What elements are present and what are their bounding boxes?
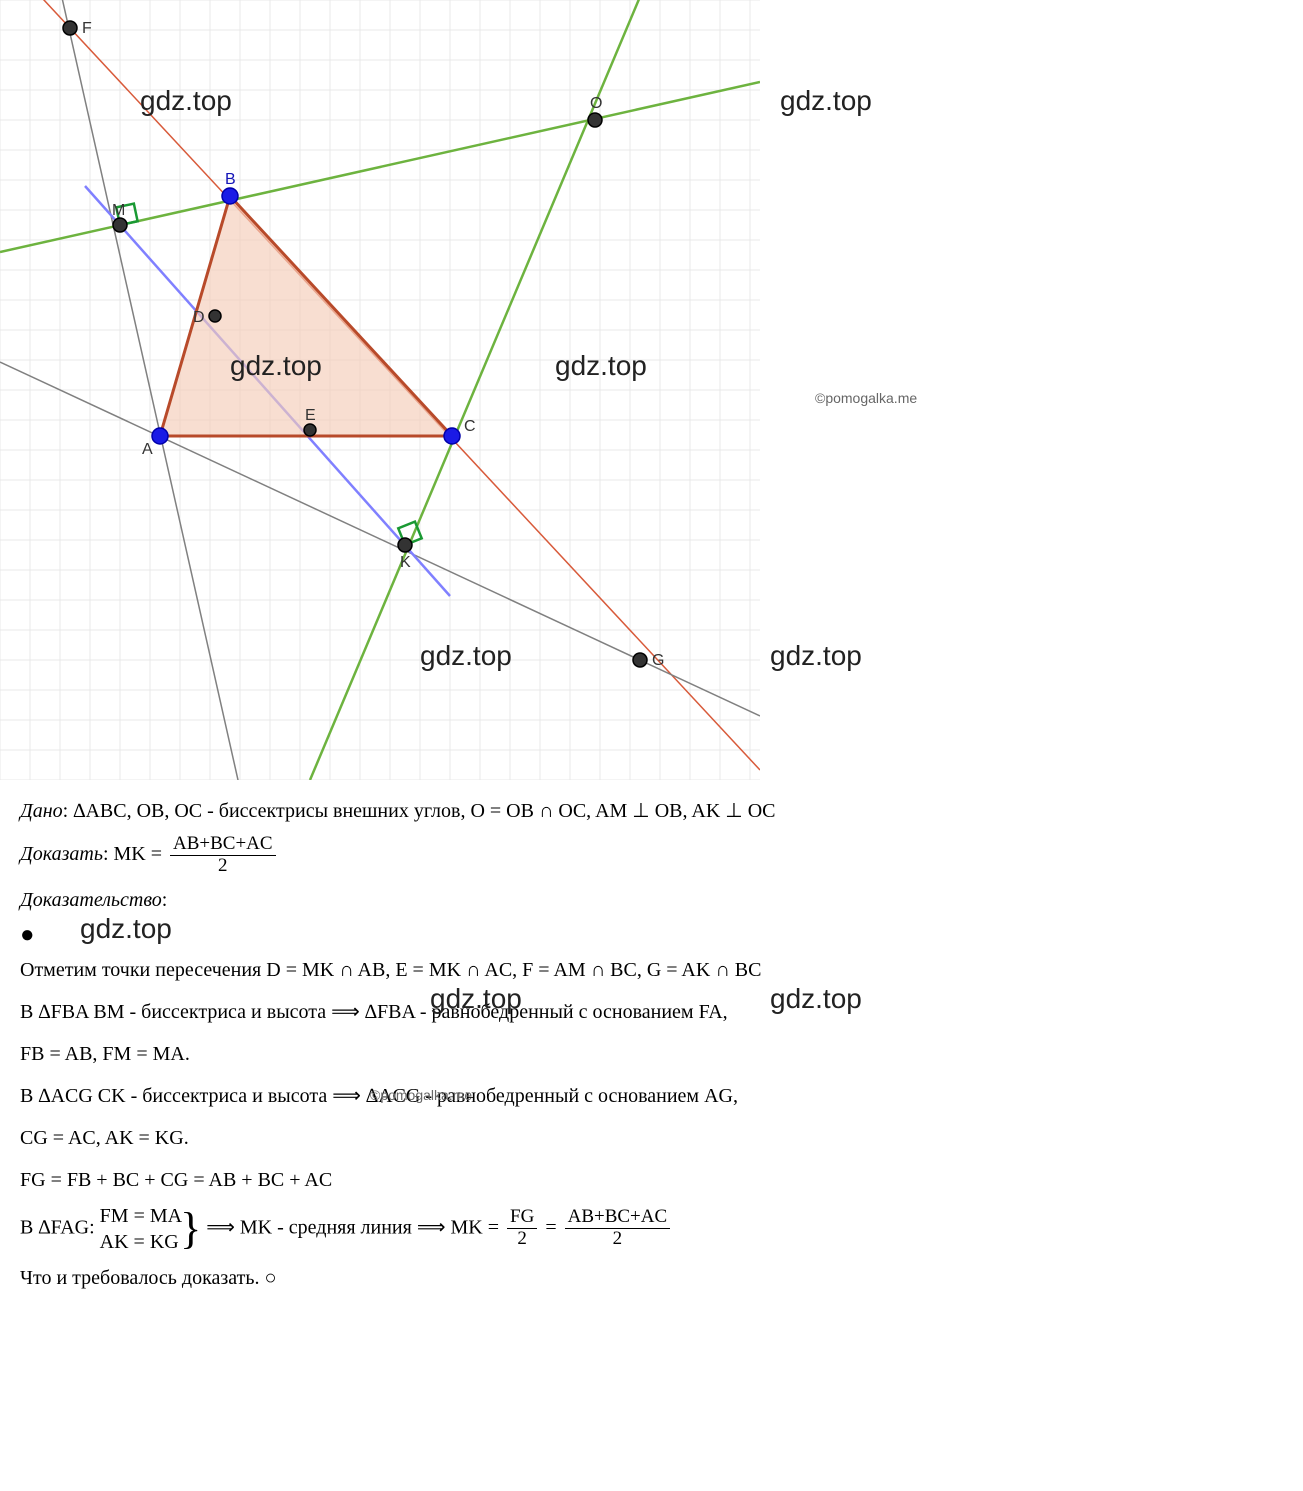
prove-fraction: AB+BC+AC2 [170, 834, 276, 877]
diagram-svg: A B C D E F G K M O [0, 0, 960, 780]
acg-line-2: CG = AC, AK = KG. [20, 1119, 1283, 1157]
frac-fg: FG2 [507, 1207, 537, 1250]
prove-line: Доказать: MK = AB+BC+AC2 [20, 834, 1283, 877]
fag-implies: ⟹ MK - средняя линия ⟹ MK = [201, 1216, 504, 1238]
label-M: M [112, 202, 125, 219]
bullet-marker: ● [20, 923, 1283, 947]
label-E: E [305, 407, 316, 424]
point-C [444, 428, 460, 444]
intersections-line: Отметим точки пересечения D = MK ∩ AB, E… [20, 951, 1283, 989]
brace-group: FM = MAAK = KG} [100, 1203, 202, 1255]
proof-label-line: Доказательство: [20, 881, 1283, 919]
label-D: D [193, 309, 205, 326]
point-G [633, 653, 647, 667]
proof-label: Доказательство [20, 889, 162, 911]
qed-line: Что и требовалось доказать. ○ [20, 1259, 1283, 1297]
frac-final: AB+BC+AC2 [565, 1207, 671, 1250]
point-F [63, 21, 77, 35]
point-D [209, 310, 221, 322]
point-K [398, 538, 412, 552]
proof-text: gdz.topgdz.topgdz.top©pomogalka.me Дано:… [0, 780, 1303, 1321]
fg-line: FG = FB + BC + CG = AB + BC + AC [20, 1161, 1283, 1199]
label-A: A [142, 441, 153, 458]
label-G: G [652, 652, 664, 669]
label-F: F [82, 20, 92, 37]
point-A [152, 428, 168, 444]
fba-line-1: В ∆FBA BM - биссектриса и высота ⟹ ∆FBA … [20, 993, 1283, 1031]
point-O [588, 113, 602, 127]
given-line: Дано: ∆ABC, OB, OC - биссектрисы внешних… [20, 792, 1283, 830]
given-text: : ∆ABC, OB, OC - биссектрисы внешних угл… [63, 800, 776, 822]
point-B [222, 188, 238, 204]
label-B: B [225, 171, 236, 188]
fba-line-2: FB = AB, FM = MA. [20, 1035, 1283, 1073]
fag-line: В ∆FAG: FM = MAAK = KG} ⟹ MK - средняя л… [20, 1203, 1283, 1255]
label-C: C [464, 418, 476, 435]
prove-label: Доказать [20, 843, 103, 865]
point-M [113, 218, 127, 232]
given-label: Дано [20, 800, 63, 822]
prove-prefix: : MK = [103, 843, 167, 865]
point-E [304, 424, 316, 436]
geometry-diagram: ABCDEFGKMO gdz.topgdz.topgdz.topgdz.topg… [0, 0, 960, 780]
label-K: K [400, 554, 411, 571]
fag-prefix: В ∆FAG: [20, 1216, 100, 1238]
label-O: O [590, 95, 602, 112]
acg-line-1: В ∆ACG CK - биссектриса и высота ⟹ ∆ACG … [20, 1077, 1283, 1115]
